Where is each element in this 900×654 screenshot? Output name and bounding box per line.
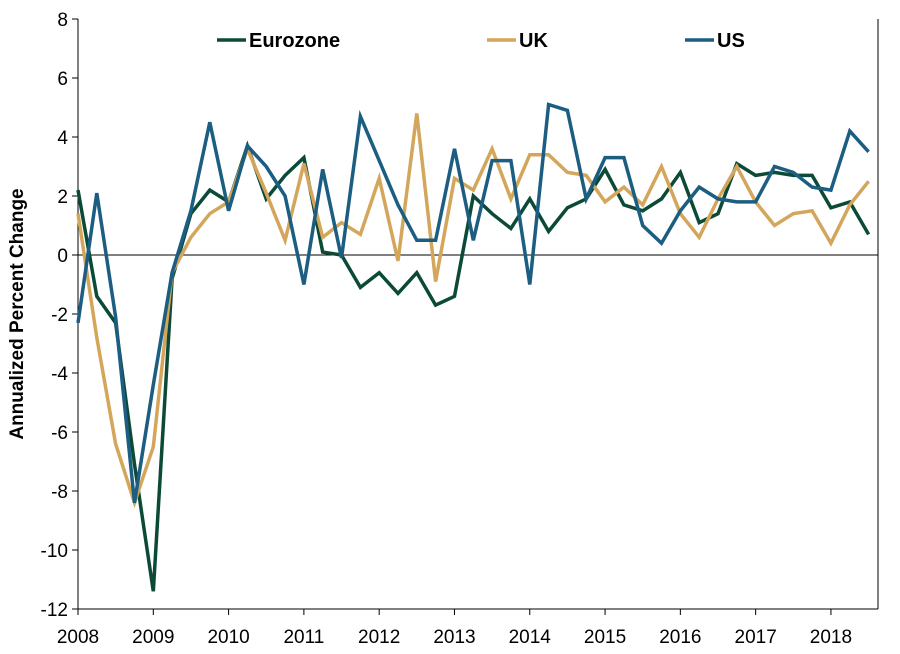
legend-item-eurozone: Eurozone (217, 30, 340, 52)
x-tick-label: 2017 (735, 627, 777, 648)
y-tick-label: 0 (57, 246, 68, 267)
x-tick-label: 2018 (810, 627, 852, 648)
series-line-us (76, 102, 870, 504)
x-tick-label: 2012 (358, 627, 400, 648)
x-tick-label: 2011 (283, 627, 324, 648)
y-tick-label: 8 (57, 10, 68, 31)
y-tick-label: -10 (41, 541, 68, 562)
y-tick-label: 2 (57, 187, 68, 208)
series-line-eurozone (76, 140, 871, 592)
legend-label-uk: UK (519, 30, 548, 52)
x-tick-label: 2013 (433, 627, 475, 648)
x-axis-ticks: 2008 2009 2010 2011 2012 2013 2014 2015 2016 2017… (57, 609, 852, 648)
legend-label-us: US (717, 30, 745, 52)
series-line-uk (76, 113, 870, 509)
x-tick-label: 2016 (659, 627, 701, 648)
y-tick-label: -6 (51, 423, 68, 444)
x-tick-label: 2015 (584, 627, 626, 648)
y-axis-title: Annualized Percent Change (7, 188, 28, 439)
x-tick-label: 2014 (509, 627, 552, 648)
y-tick-label: -12 (41, 600, 68, 621)
legend: Eurozone UK US (217, 30, 745, 52)
legend-label-eurozone: Eurozone (249, 30, 340, 52)
y-tick-label: 6 (57, 69, 68, 90)
x-tick-label: 2009 (132, 627, 174, 648)
y-axis-ticks: 8 6 4 2 0 -2 -4 -6 -8 -10 -12 (41, 10, 78, 621)
x-tick-label: 2010 (207, 627, 249, 648)
y-tick-label: -4 (51, 364, 68, 385)
plot-frame (77, 19, 879, 610)
y-tick-label: -8 (51, 482, 68, 503)
y-tick-label: -2 (51, 305, 68, 326)
legend-item-uk: UK (487, 30, 548, 52)
y-tick-label: 4 (57, 128, 68, 149)
x-tick-label: 2008 (57, 627, 99, 648)
legend-item-us: US (685, 30, 745, 52)
series-lines (76, 102, 871, 592)
